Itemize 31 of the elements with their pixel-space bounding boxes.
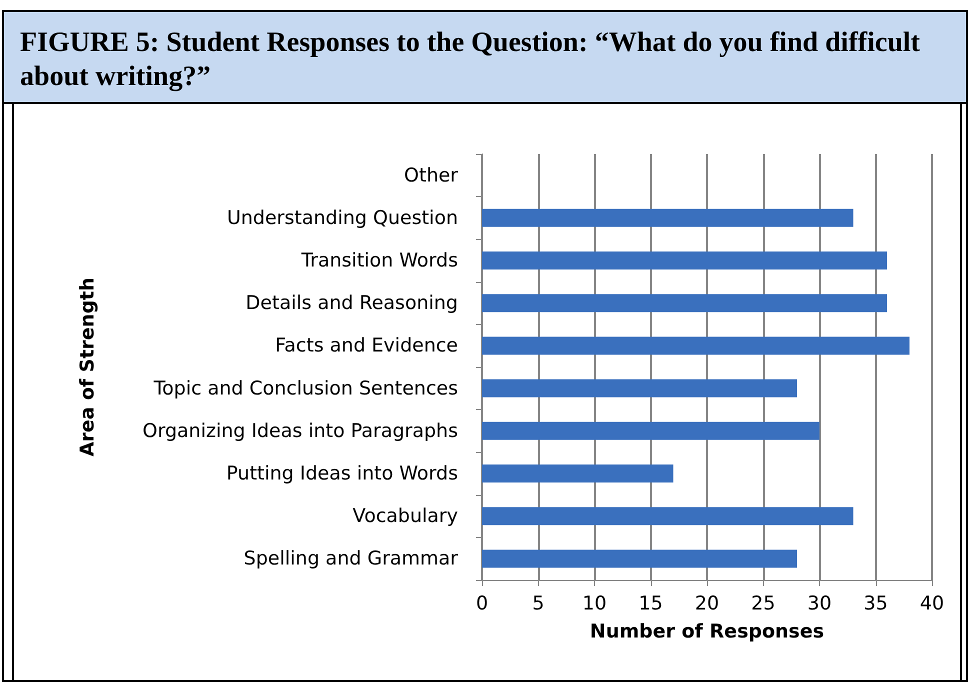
x-tick-label: 25 xyxy=(751,592,776,614)
x-tick-label: 10 xyxy=(582,592,607,614)
bar xyxy=(482,208,854,227)
y-tick-label: Vocabulary xyxy=(352,505,458,528)
y-tick-label: Other xyxy=(404,164,458,186)
bar xyxy=(482,294,887,312)
x-tick-label: 30 xyxy=(807,592,832,614)
x-tick-label: 15 xyxy=(638,592,663,614)
y-tick-label: Organizing Ideas into Paragraphs xyxy=(142,420,458,442)
bar xyxy=(482,252,887,270)
chart-title: FIGURE 5: Student Responses to the Question: “What do you find difficult about writing?” xyxy=(4,12,966,104)
bar xyxy=(482,550,797,568)
bar xyxy=(482,379,797,398)
y-tick-label: Topic and Conclusion Sentences xyxy=(152,377,458,400)
y-tick-label: Details and Reasoning xyxy=(246,292,458,314)
y-tick-label: Spelling and Grammar xyxy=(244,548,458,570)
x-tick-label: 0 xyxy=(476,592,488,614)
x-tick-label: 20 xyxy=(694,592,720,614)
x-tick-label: 40 xyxy=(920,592,944,614)
y-tick-label: Understanding Question xyxy=(226,206,458,229)
y-tick-label: Transition Words xyxy=(300,250,458,272)
x-axis-title: Number of Responses xyxy=(590,620,824,642)
y-tick-label: Facts and Evidence xyxy=(275,334,458,357)
bar xyxy=(482,464,674,482)
bar xyxy=(482,507,854,526)
x-tick-label: 35 xyxy=(864,592,888,614)
y-tick-label: Putting Ideas into Words xyxy=(226,462,458,484)
x-tick-label: 5 xyxy=(532,592,544,614)
y-axis-title: Area of Strength xyxy=(76,277,98,457)
bar xyxy=(482,422,820,440)
bar xyxy=(482,336,910,355)
